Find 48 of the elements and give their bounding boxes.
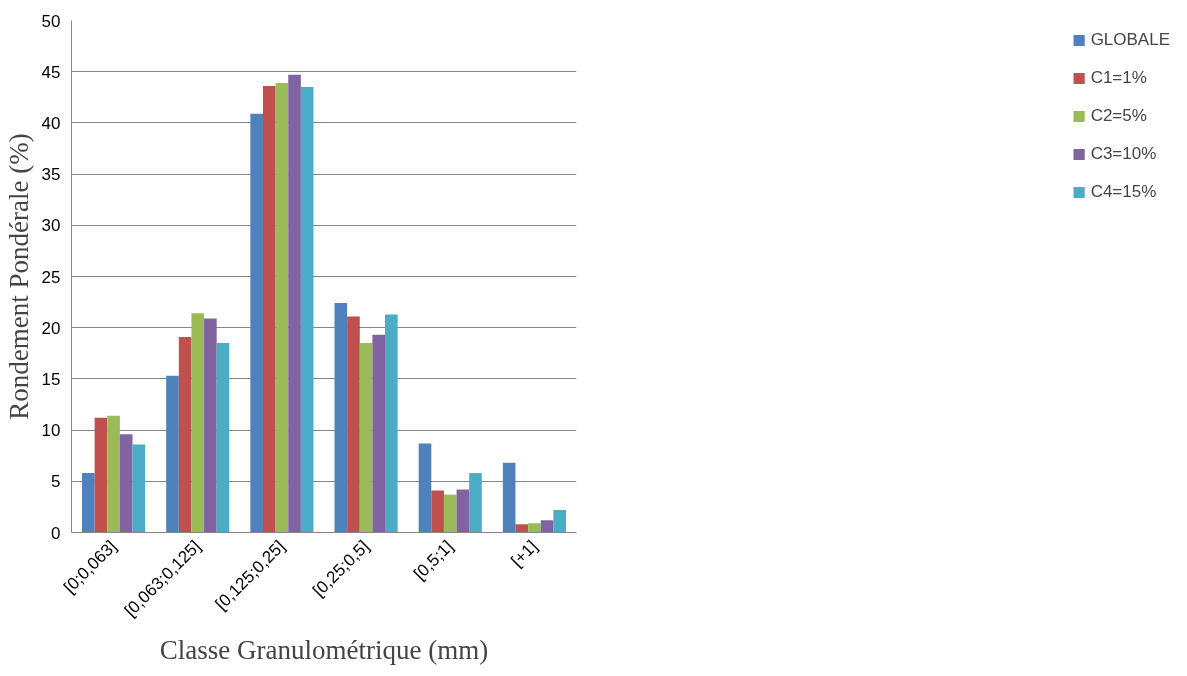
y-tick-label: 30 <box>41 216 61 236</box>
bar <box>262 86 276 533</box>
legend-label: C2=5% <box>1090 106 1147 126</box>
bar <box>372 334 386 533</box>
bar <box>540 520 554 533</box>
bar <box>191 313 205 533</box>
y-tick-label: 40 <box>41 113 61 133</box>
bar <box>250 113 263 533</box>
bar <box>528 523 541 533</box>
y-tick-label: 25 <box>41 267 61 287</box>
bar <box>166 375 179 533</box>
bar <box>204 318 217 533</box>
bar <box>385 314 398 533</box>
bar <box>178 336 192 533</box>
bar <box>119 434 133 533</box>
legend-label: GLOBALE <box>1090 30 1170 50</box>
y-axis-title: Rondement Pondérale (%) <box>3 133 34 420</box>
bar <box>132 444 146 533</box>
bar <box>300 87 314 533</box>
bar <box>216 343 230 533</box>
y-tick-label: 5 <box>51 472 61 492</box>
y-tick-label: 50 <box>41 11 61 31</box>
y-tick-label: 20 <box>41 318 61 338</box>
bar <box>107 415 120 533</box>
bar <box>359 343 373 533</box>
bar <box>443 494 457 533</box>
bar <box>347 316 360 533</box>
y-tick-label: 45 <box>41 62 61 82</box>
legend-label: C3=10% <box>1090 144 1157 164</box>
y-tick-label: 0 <box>51 523 61 543</box>
bar <box>418 443 432 533</box>
bar <box>94 417 108 533</box>
bar <box>553 509 566 533</box>
bar <box>82 473 95 533</box>
legend-label: C4=15% <box>1090 182 1157 202</box>
bar <box>502 462 516 533</box>
legend-label: C1=1% <box>1090 68 1147 88</box>
y-tick-label: 15 <box>41 369 61 389</box>
y-tick-label: 10 <box>41 421 61 441</box>
y-tick-label: 35 <box>41 165 61 185</box>
bar <box>469 473 482 533</box>
x-axis-title: Classe Granulométrique (mm) <box>159 635 489 666</box>
bar <box>288 74 301 533</box>
bar <box>431 490 444 533</box>
bar <box>515 524 529 533</box>
bar <box>334 303 348 533</box>
bar <box>275 82 289 533</box>
bar <box>456 489 470 533</box>
